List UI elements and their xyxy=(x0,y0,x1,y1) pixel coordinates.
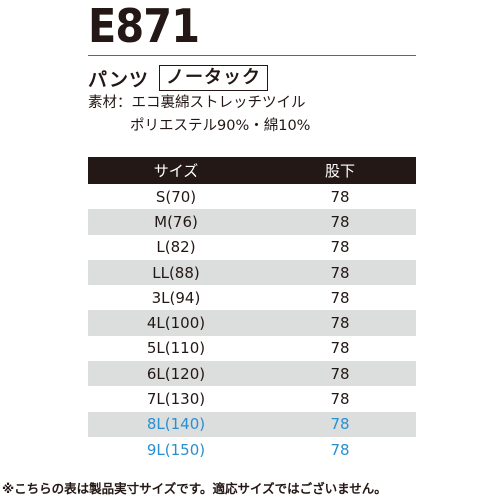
size-cell: L(82) xyxy=(156,238,196,257)
table-row: LL(88) 78 xyxy=(88,259,416,286)
table-row: M(76) 78 xyxy=(88,209,416,235)
table-row: 6L(120) 78 xyxy=(88,361,416,387)
header-size: サイズ xyxy=(153,162,199,180)
model-number: E871 xyxy=(88,0,200,53)
size-cell: 3L(94) xyxy=(151,288,201,307)
size-cell: 8L(140) xyxy=(146,415,206,434)
inseam-cell: 78 xyxy=(330,187,350,206)
table-row: L(82) 78 xyxy=(88,235,416,260)
material-line-1: 素材：エコ裏綿ストレッチツイル xyxy=(88,95,306,111)
inseam-cell: 78 xyxy=(330,339,350,358)
inseam-cell: 78 xyxy=(330,263,350,282)
inseam-cell: 78 xyxy=(330,415,350,434)
size-table-header: サイズ 股下 xyxy=(88,157,416,184)
size-cell: 7L(130) xyxy=(146,390,206,409)
size-cell: LL(88) xyxy=(152,263,200,282)
product-type-label: パンツ xyxy=(88,68,149,91)
inseam-cell: 78 xyxy=(330,288,350,307)
inseam-cell: 78 xyxy=(330,390,350,409)
table-row: 4L(100) 78 xyxy=(88,310,416,336)
inseam-cell: 78 xyxy=(330,364,350,383)
size-table: サイズ 股下 S(70) 78 M(76) 78 L(82) 78 LL(88)… xyxy=(88,157,416,462)
table-row: 5L(110) 78 xyxy=(88,336,416,361)
table-row: 9L(150) 78 xyxy=(88,437,416,462)
inseam-cell: 78 xyxy=(330,212,350,231)
size-cell: 4L(100) xyxy=(146,314,206,333)
size-cell: S(70) xyxy=(155,187,197,206)
inseam-cell: 78 xyxy=(330,440,350,459)
size-cell: 5L(110) xyxy=(146,339,206,358)
size-cell: M(76) xyxy=(154,212,198,231)
material-block: 素材：エコ裏綿ストレッチツイル ポリエステル90%・綿10% xyxy=(88,92,310,138)
table-row: 8L(140) 78 xyxy=(88,411,416,437)
tuck-badge: ノータック xyxy=(158,65,268,91)
material-line-2: ポリエステル90%・綿10% xyxy=(130,118,311,134)
title-divider xyxy=(88,55,416,56)
table-row: 7L(130) 78 xyxy=(88,386,416,411)
footnote: ※こちらの表は製品実寸サイズです。適応サイズではございません。 xyxy=(2,481,387,496)
table-row: 3L(94) 78 xyxy=(88,285,416,310)
inseam-cell: 78 xyxy=(330,238,350,257)
size-cell: 6L(120) xyxy=(146,364,206,383)
size-cell: 9L(150) xyxy=(146,440,206,459)
product-type-row: パンツ ノータック xyxy=(88,64,268,92)
header-inseam: 股下 xyxy=(324,162,355,180)
inseam-cell: 78 xyxy=(330,314,350,333)
table-row: S(70) 78 xyxy=(88,184,416,209)
